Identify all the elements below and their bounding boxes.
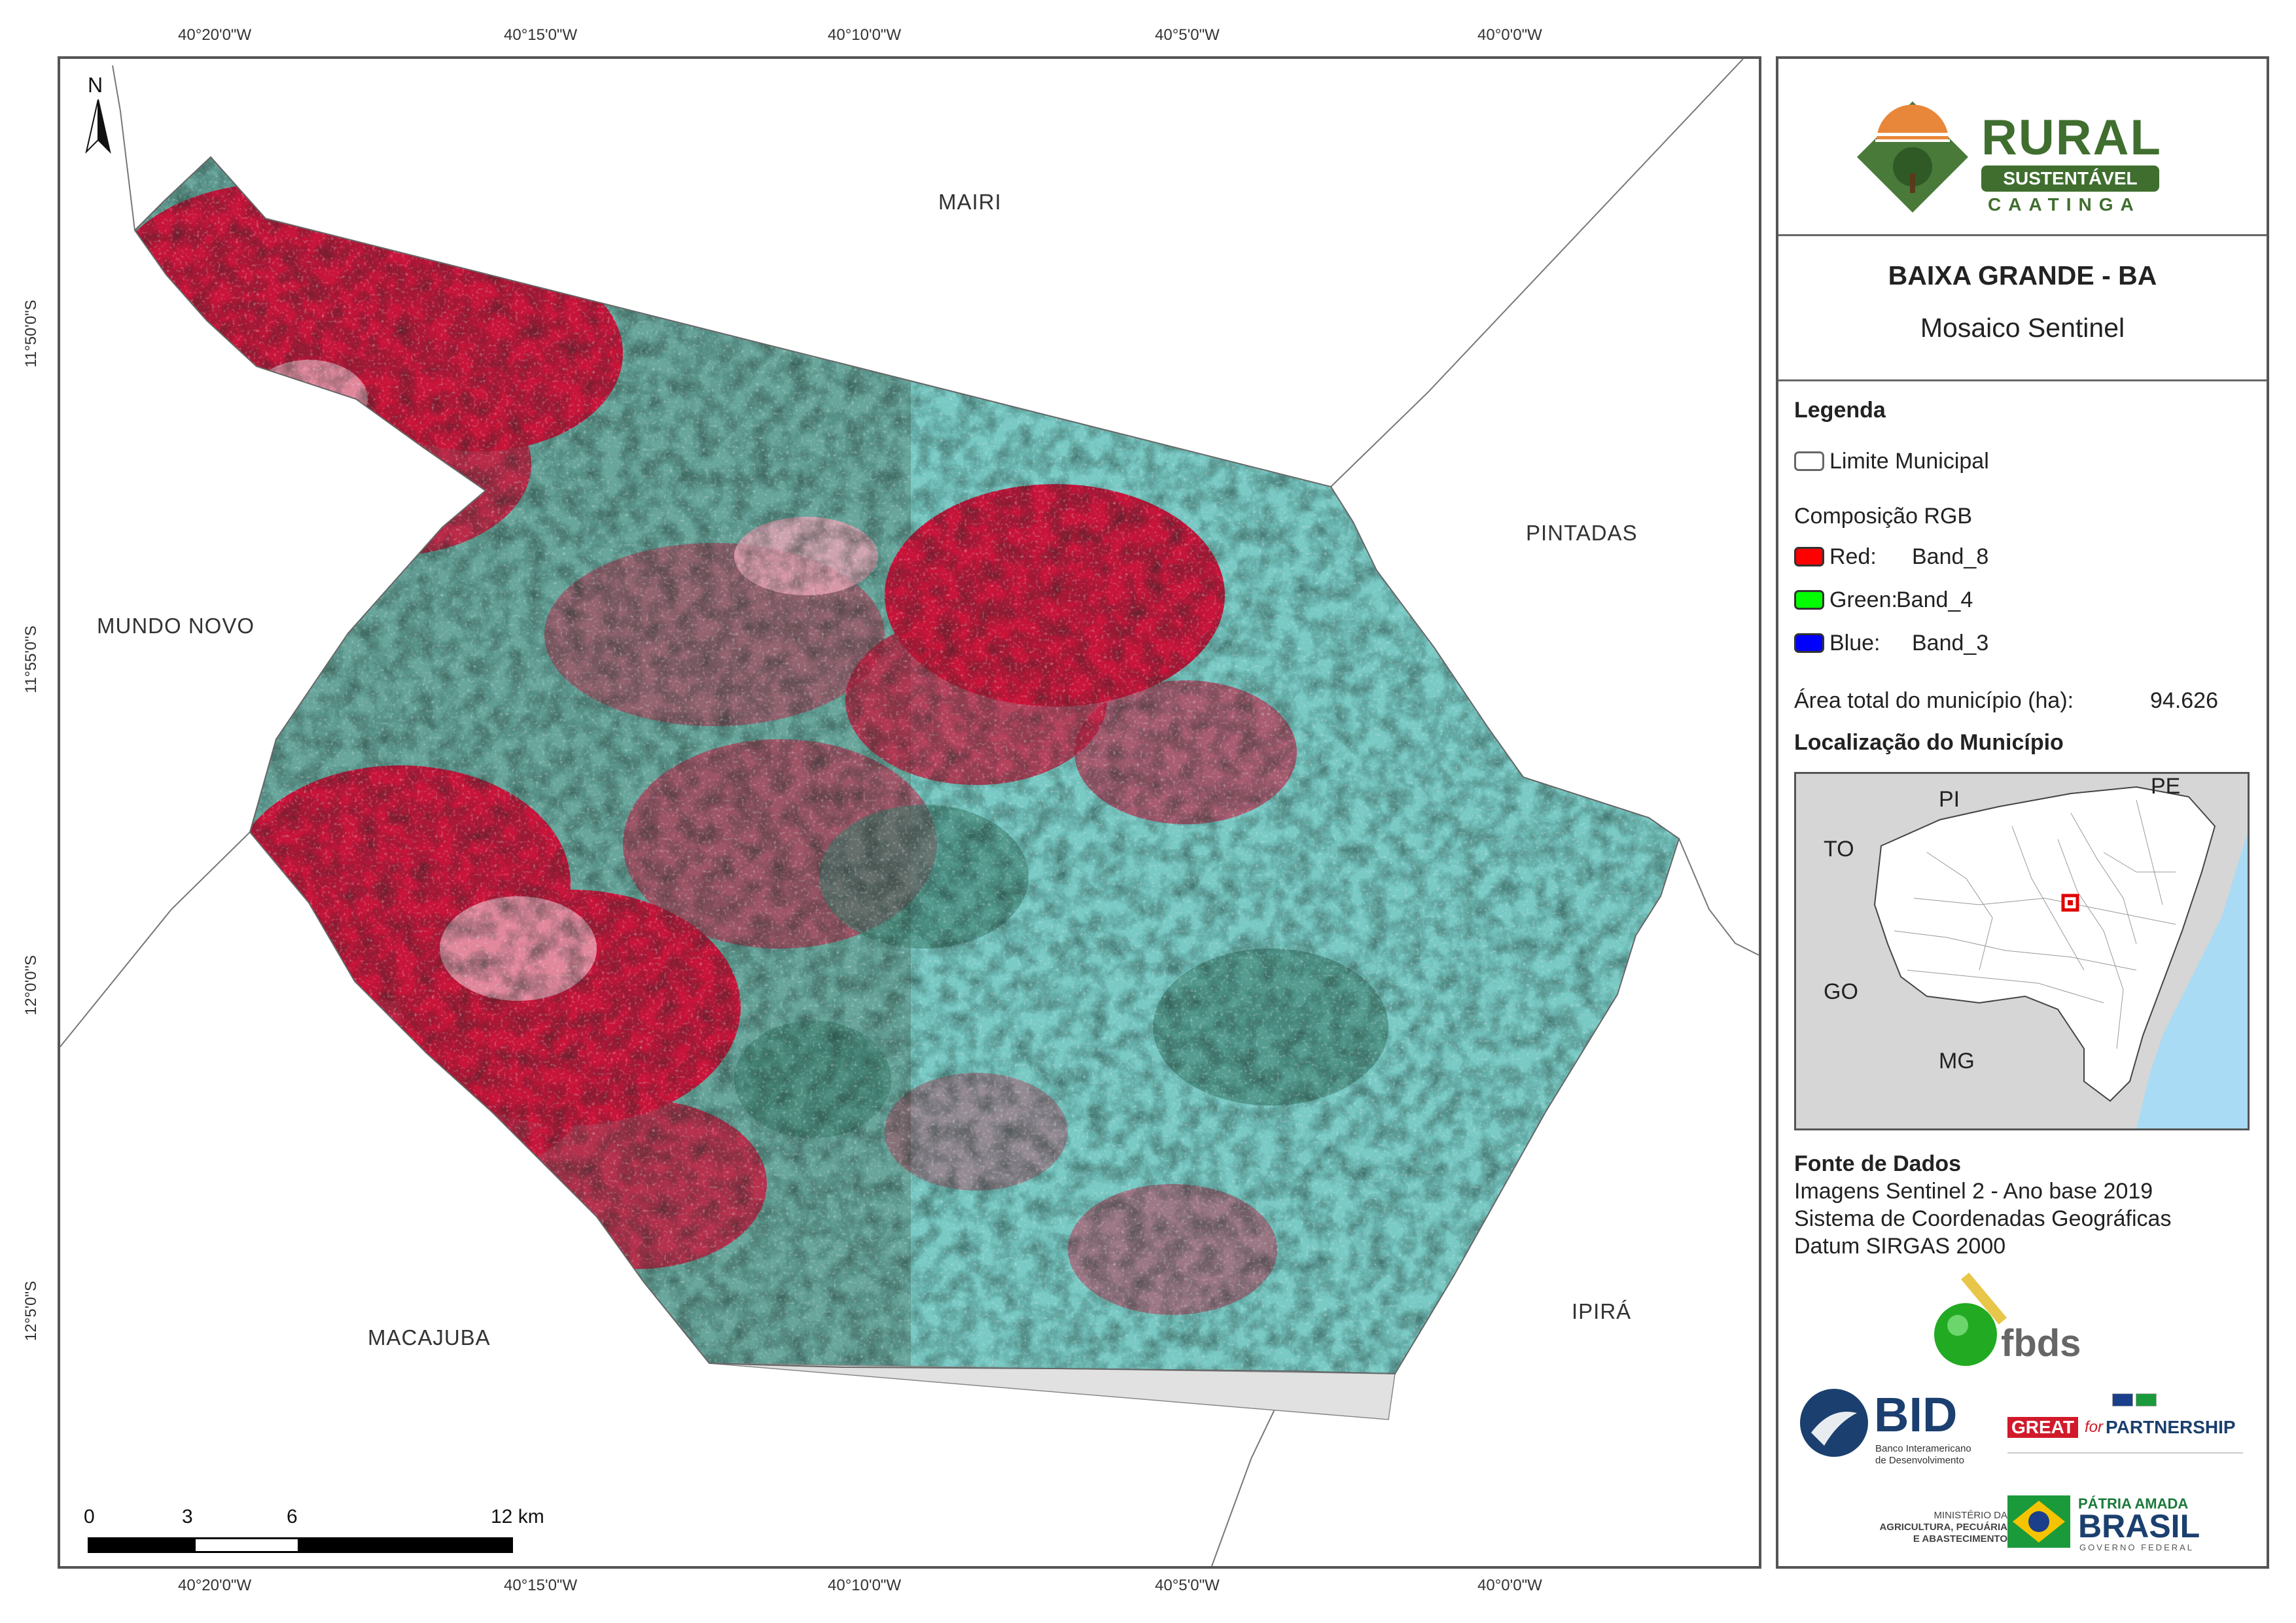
ministry-line-2: AGRICULTURA, PECUÁRIA xyxy=(1879,1522,2007,1533)
lat-label-4: 12°5'0"S xyxy=(22,1280,40,1342)
bid-text: BID xyxy=(1874,1387,1958,1442)
great-for-text: for xyxy=(2085,1418,2104,1436)
red-band-channel: Red: xyxy=(1829,544,1877,569)
sources-line-1: Imagens Sentinel 2 - Ano base 2019 xyxy=(1794,1179,2153,1204)
location-heading: Localização do Município xyxy=(1794,730,2064,755)
scale-segment-3 xyxy=(300,1537,513,1553)
green-band-swatch xyxy=(1794,590,1824,610)
blue-band-swatch xyxy=(1794,633,1824,653)
state-label-mg: MG xyxy=(1939,1049,1975,1073)
scale-bar: 0 3 6 12 km xyxy=(84,1506,544,1558)
lon-label-top-2: 40°15'0"W xyxy=(504,26,578,44)
governo-federal-text: GOVERNO FEDERAL xyxy=(2079,1543,2195,1552)
locator-map-graphic xyxy=(1873,774,2248,1128)
boundary-swatch xyxy=(1794,451,1824,471)
bid-subtext-1: Banco Interamericano xyxy=(1875,1443,1971,1454)
lon-label-top-4: 40°5'0"W xyxy=(1155,26,1220,44)
state-label-go: GO xyxy=(1824,979,1858,1004)
brasil-gov-logo: PÁTRIA AMADA BRASIL GOVERNO FEDERAL xyxy=(2007,1495,2223,1554)
lat-label-1: 11°50'0"S xyxy=(22,300,40,368)
satellite-map[interactable] xyxy=(60,59,1759,1566)
logo-line-2: SUSTENTÁVEL xyxy=(1981,166,2159,192)
side-panel: RURAL SUSTENTÁVEL CAATINGA BAIXA GRANDE … xyxy=(1776,56,2269,1569)
locator-map[interactable]: PI PE TO GO MG xyxy=(1794,772,2250,1130)
patria-amada-text: PÁTRIA AMADA xyxy=(2078,1495,2189,1512)
area-label: Área total do município (ha): xyxy=(1794,688,2074,713)
boundary-label: Limite Municipal xyxy=(1829,449,1989,474)
scale-segment-1 xyxy=(88,1537,194,1553)
rgb-heading: Composição RGB xyxy=(1794,504,1973,529)
red-band-name: Band_8 xyxy=(1912,544,1989,569)
rural-sustentavel-logo: RURAL SUSTENTÁVEL CAATINGA xyxy=(1850,95,2191,219)
blue-band-name: Band_3 xyxy=(1912,631,1989,655)
lat-label-3: 12°0'0"S xyxy=(22,954,40,1016)
scale-label-6: 6 xyxy=(287,1506,298,1527)
scale-segment-2 xyxy=(194,1537,300,1553)
great-partnership-logo: GREAT for PARTNERSHIP xyxy=(2007,1393,2263,1459)
bid-logo-icon xyxy=(1800,1389,1868,1457)
brasil-text: BRASIL xyxy=(2078,1508,2200,1544)
neighbor-macajuba: MACAJUBA xyxy=(368,1325,491,1350)
fbds-text: fbds xyxy=(2001,1322,2081,1365)
legend-heading: Legenda xyxy=(1794,398,1886,423)
logo-line-3: CAATINGA xyxy=(1988,194,2141,215)
lon-label-top-3: 40°10'0"W xyxy=(828,26,902,44)
neighbor-mairi: MAIRI xyxy=(938,190,1002,214)
uk-flag-icon xyxy=(2112,1393,2133,1406)
map-title: BAIXA GRANDE - BA xyxy=(1888,260,2157,290)
neighbor-pintadas: PINTADAS xyxy=(1526,521,1638,545)
lon-label-bottom-1: 40°20'0"W xyxy=(178,1577,252,1594)
green-band-name: Band_4 xyxy=(1896,587,1973,612)
map-frame[interactable]: N MAIRI PINTADAS MUNDO NOVO MACAJUBA IPI… xyxy=(58,56,1761,1569)
fbds-logo-icon xyxy=(1934,1272,2007,1366)
logo-line-1: RURAL xyxy=(1981,110,2162,166)
sources-line-3: Datum SIRGAS 2000 xyxy=(1794,1234,2006,1259)
great-partnership-text: PARTNERSHIP xyxy=(2106,1417,2236,1437)
sources-heading: Fonte de Dados xyxy=(1794,1151,1962,1176)
lon-label-bottom-4: 40°5'0"W xyxy=(1155,1577,1220,1594)
lon-label-top-1: 40°20'0"W xyxy=(178,26,252,44)
lat-label-2: 11°55'0"S xyxy=(22,625,40,693)
lon-label-top-5: 40°0'0"W xyxy=(1477,26,1542,44)
neighbor-ipira: IPIRÁ xyxy=(1572,1299,1632,1323)
scale-label-12km: 12 km xyxy=(491,1506,544,1527)
lon-label-bottom-5: 40°0'0"W xyxy=(1477,1577,1542,1594)
north-arrow-icon xyxy=(85,99,111,154)
north-label: N xyxy=(88,73,103,97)
state-label-to: TO xyxy=(1824,837,1854,862)
bid-logo: BID Banco Interamericano de Desenvolvime… xyxy=(1798,1387,1994,1472)
brasil-flag-icon xyxy=(2007,1495,2070,1548)
north-arrow: N xyxy=(79,73,118,158)
great-text: GREAT xyxy=(2007,1417,2078,1438)
scale-label-0: 0 xyxy=(84,1506,95,1527)
sources-line-2: Sistema de Coordenadas Geográficas xyxy=(1794,1206,2172,1231)
scale-label-3: 3 xyxy=(182,1506,193,1527)
ministry-line-3: E ABASTECIMENTO xyxy=(1913,1533,2007,1544)
brazil-flag-icon xyxy=(2136,1393,2157,1406)
bid-subtext-2: de Desenvolvimento xyxy=(1875,1455,1964,1466)
state-label-pe: PE xyxy=(2151,774,2181,799)
lon-label-bottom-2: 40°15'0"W xyxy=(504,1577,578,1594)
red-band-swatch xyxy=(1794,547,1824,567)
green-band-channel: Green: xyxy=(1829,587,1898,612)
neighbor-mundo-novo: MUNDO NOVO xyxy=(97,614,255,638)
fbds-logo: fbds xyxy=(1925,1269,2121,1367)
state-label-pi: PI xyxy=(1939,787,1960,812)
logo-emblem-icon xyxy=(1857,101,1968,213)
blue-band-channel: Blue: xyxy=(1829,631,1881,655)
ministry-line-1: MINISTÉRIO DA xyxy=(1934,1510,2007,1521)
lon-label-bottom-3: 40°10'0"W xyxy=(828,1577,902,1594)
area-value: 94.626 xyxy=(2150,688,2218,713)
map-subtitle: Mosaico Sentinel xyxy=(1920,313,2125,343)
